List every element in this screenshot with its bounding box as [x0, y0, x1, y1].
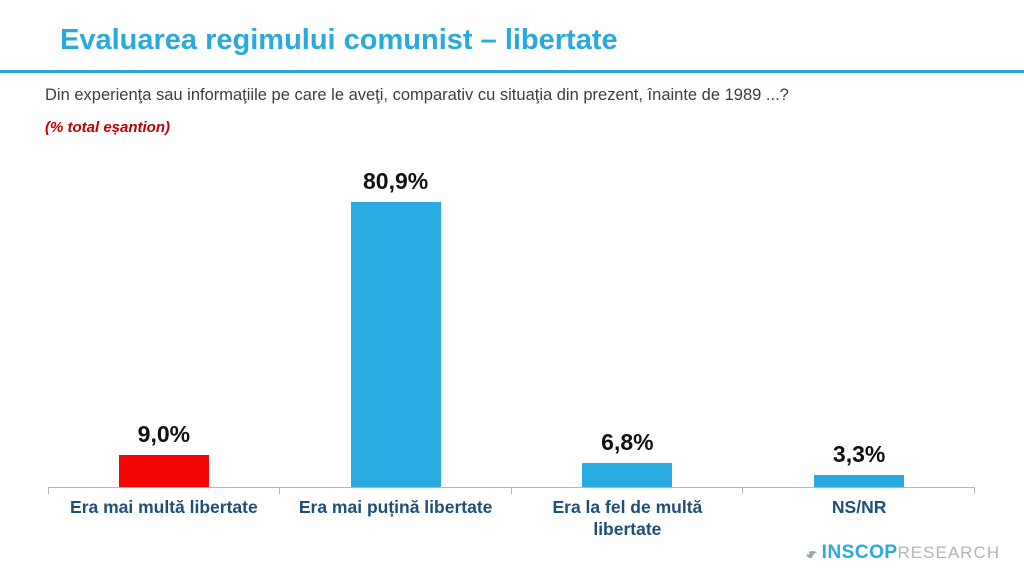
- bar: [350, 202, 441, 487]
- title-divider: [0, 70, 1024, 73]
- bar-column: 80,9%: [280, 153, 512, 494]
- bar-column: 3,3%: [743, 153, 975, 494]
- bar: [814, 475, 905, 487]
- page-title: Evaluarea regimului comunist – libertate: [60, 24, 618, 56]
- category-axis: Era mai multă libertate Era mai puțină li…: [48, 497, 975, 541]
- value-label: 80,9%: [363, 168, 429, 194]
- logo-brand-text: INSCOP: [821, 542, 898, 563]
- category-label: Era la fel de multă libertate: [552, 497, 703, 539]
- survey-question: Din experienţa sau informaţiile pe care …: [45, 86, 789, 104]
- category-label: Era mai puțină libertate: [298, 497, 493, 517]
- bar-column: 6,8%: [512, 153, 744, 494]
- inscop-logo: INSCOP RESEARCH: [805, 542, 1000, 564]
- category-label: NS/NR: [831, 497, 887, 517]
- logo-suffix-text: RESEARCH: [897, 543, 1000, 562]
- value-label: 6,8%: [601, 429, 654, 455]
- category-label: Era mai multă libertate: [70, 497, 258, 517]
- value-label: 3,3%: [832, 441, 886, 467]
- inscop-bird-icon: [806, 551, 817, 559]
- bar: [582, 463, 673, 487]
- sample-note: (% total eșantion): [45, 119, 171, 136]
- bar: [118, 455, 209, 487]
- bar-chart: 9,0% 80,9% 6,8% 3,3%: [48, 153, 975, 494]
- value-label: 9,0%: [137, 421, 191, 447]
- bar-column: 9,0%: [48, 153, 280, 494]
